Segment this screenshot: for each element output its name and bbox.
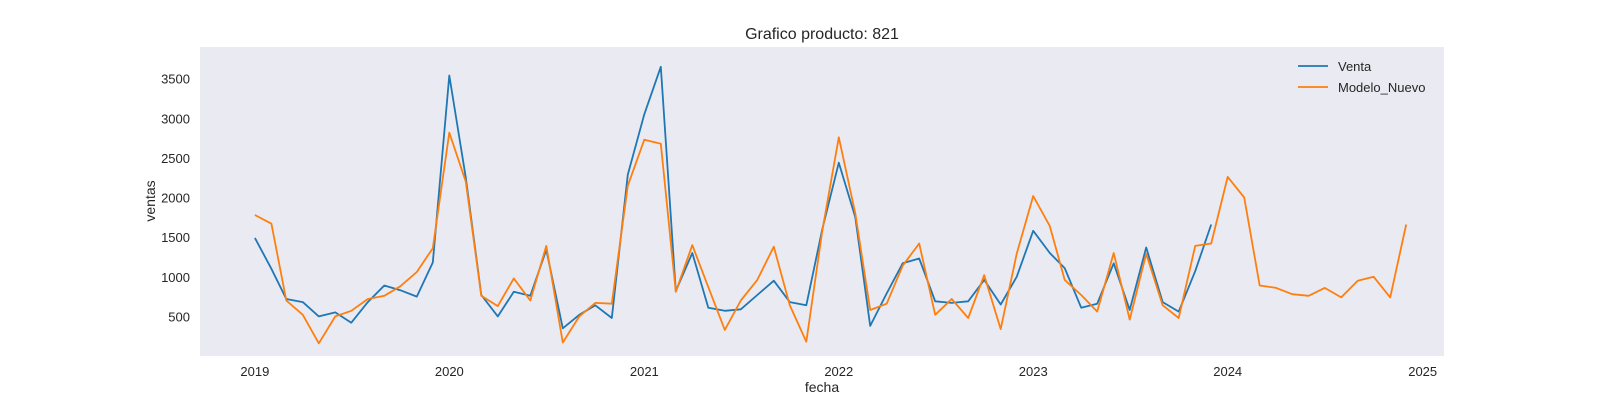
series-line-modelo-nuevo	[254, 131, 1408, 345]
plot-area	[200, 47, 1444, 356]
y-tick-label: 3000	[161, 111, 190, 126]
legend: Venta Modelo_Nuevo	[1298, 59, 1425, 95]
x-tick-label: 2024	[1213, 364, 1242, 379]
x-tick-label: 2019	[240, 364, 269, 379]
legend-label: Venta	[1338, 59, 1372, 74]
x-tick-label: 2020	[435, 364, 464, 379]
series-lines	[254, 65, 1408, 345]
y-tick-label: 2000	[161, 191, 190, 206]
chart-title: Grafico producto: 821	[745, 26, 899, 43]
x-tick-label: 2021	[630, 364, 659, 379]
y-tick-label: 1000	[161, 270, 190, 285]
x-axis-title: fecha	[805, 379, 839, 395]
y-tick-label: 3500	[161, 72, 190, 87]
y-axis-ticks: 500 1000 1500 2000 2500 3000 3500	[161, 72, 190, 325]
y-axis-title: ventas	[142, 180, 158, 221]
legend-label: Modelo_Nuevo	[1338, 80, 1425, 95]
y-tick-label: 500	[168, 309, 190, 324]
x-tick-label: 2022	[824, 364, 853, 379]
x-tick-label: 2023	[1019, 364, 1048, 379]
x-axis-ticks: 2019 2020 2021 2022 2023 2024 2025	[240, 364, 1437, 379]
series-line-venta	[254, 65, 1213, 330]
x-tick-label: 2025	[1408, 364, 1437, 379]
y-tick-label: 1500	[161, 230, 190, 245]
y-tick-label: 2500	[161, 151, 190, 166]
